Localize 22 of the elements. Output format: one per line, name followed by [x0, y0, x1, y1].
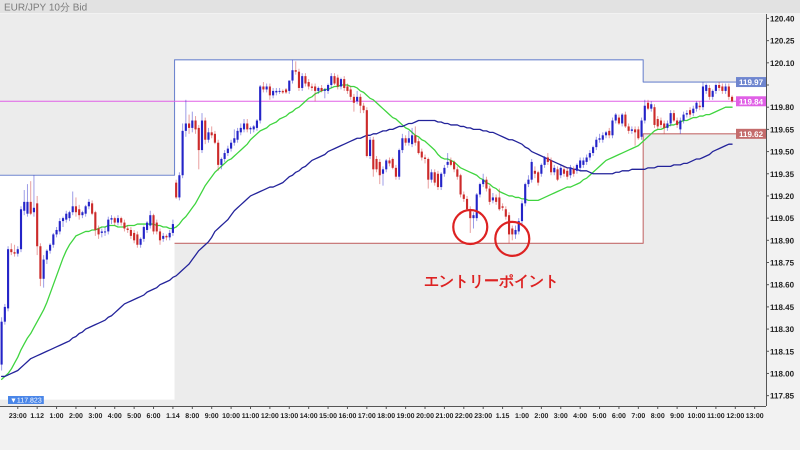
y-tick-label: 118.30 — [770, 325, 795, 334]
y-tick-label: 119.65 — [770, 125, 795, 134]
y-tick-label: 118.45 — [770, 302, 795, 312]
y-tick-label: 118.90 — [770, 236, 795, 246]
y-tick-label: 119.50 — [770, 148, 795, 157]
y-tick-label: 118.75 — [770, 258, 795, 268]
y-tick-label: 119.20 — [770, 192, 795, 201]
y-tick-label: 120.10 — [770, 58, 796, 68]
ref-line-label: 119.84 — [738, 97, 764, 106]
y-tick-label: 117.85 — [770, 392, 795, 401]
point — [452, 208, 488, 246]
y-tick-label: 118.00 — [770, 369, 795, 378]
y-tick-label: 119.80 — [770, 103, 795, 112]
chart-title: EUR/JPY 10分 Bid — [4, 2, 88, 14]
y-tick-label: 119.35 — [770, 170, 795, 179]
point — [494, 220, 530, 257]
y-tick-label: 120.25 — [770, 36, 796, 46]
y-tick-label: 120.40 — [770, 14, 796, 24]
y-tick-label: 118.60 — [770, 280, 795, 290]
annotation: エントリーポイント — [424, 272, 559, 290]
y-tick-label: 118.15 — [770, 347, 795, 356]
y-tick-label: 119.05 — [770, 214, 795, 224]
